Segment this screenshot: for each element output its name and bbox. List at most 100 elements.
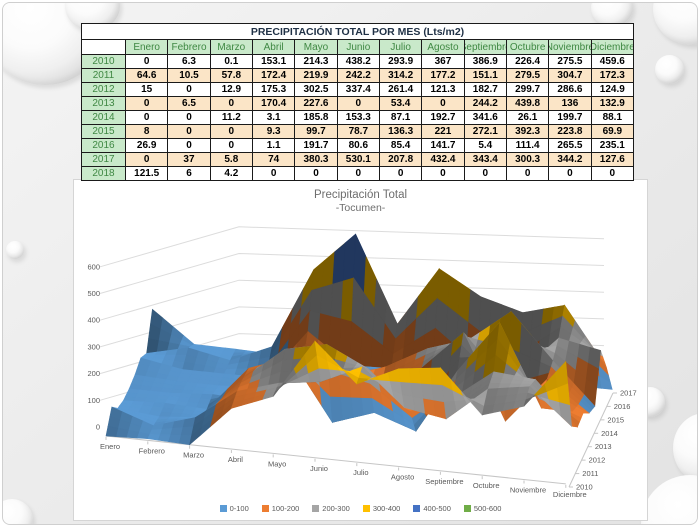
- x-axis-label: Noviembre: [510, 486, 546, 495]
- value-cell: 69.9: [590, 124, 635, 139]
- depth-axis-label: 2012: [589, 456, 606, 465]
- legend-label: 500-600: [473, 504, 502, 513]
- y-axis-tick-label: 500: [87, 289, 100, 298]
- depth-axis-line: [568, 392, 614, 488]
- value-cell: 279.5: [505, 68, 550, 83]
- value-cell: 227.6: [294, 96, 338, 111]
- value-cell: 141.7: [421, 138, 465, 153]
- value-cell: 432.4: [421, 152, 465, 167]
- value-cell: 265.5: [548, 138, 592, 153]
- value-cell: 0: [548, 166, 592, 181]
- legend-item: 500-600: [463, 504, 502, 513]
- value-cell: 11.2: [209, 110, 253, 125]
- month-header-cell: Noviembre: [548, 39, 592, 55]
- value-cell: 235.1: [590, 138, 635, 153]
- value-cell: 172.4: [251, 68, 296, 83]
- month-header-cell: Junio: [336, 39, 380, 55]
- surface-chart-svg: 0 100 200 300 400 500 600 Enero Febrero Marzo Abri…: [87, 226, 637, 499]
- depth-axis-label: 2017: [620, 389, 637, 398]
- value-cell: 380.3: [294, 152, 338, 167]
- value-cell: 219.9: [294, 68, 338, 83]
- depth-axis-label: 2010: [576, 483, 593, 492]
- y-axis-tick-label: 400: [87, 316, 100, 325]
- depth-axis-label: 2013: [595, 442, 612, 451]
- month-header-cell: Diciembre: [590, 39, 635, 55]
- value-cell: 439.8: [505, 96, 550, 111]
- value-cell: 0: [294, 166, 338, 181]
- table-title-row: PRECIPITACIÓN TOTAL POR MES (Lts/m2): [81, 23, 634, 40]
- value-cell: 0: [124, 152, 169, 167]
- year-cell: 2014: [81, 110, 126, 125]
- table-row: 2018 121.5 6 4.2 0 0 0 0 0 0 0 0 0: [81, 166, 635, 181]
- value-cell: 207.8: [378, 152, 423, 167]
- table-row: 2012 15 0 12.9 175.3 302.5 337.4 261.4 121.3 182.…: [81, 82, 635, 97]
- value-cell: 6.3: [167, 54, 211, 69]
- value-cell: 223.8: [548, 124, 592, 139]
- legend-swatch-icon: [219, 505, 227, 512]
- chart-title: Precipitación Total: [313, 189, 408, 201]
- value-cell: 177.2: [421, 68, 465, 83]
- depth-axis-label: 2011: [582, 469, 598, 478]
- value-cell: 302.5: [294, 82, 338, 97]
- value-cell: 8: [124, 124, 169, 139]
- legend-item: 100-200: [261, 504, 299, 513]
- year-cell: 2016: [81, 138, 126, 153]
- value-cell: 0: [124, 54, 169, 69]
- year-cell: 2013: [81, 96, 126, 111]
- surface-facet: [555, 360, 569, 388]
- table-header-row: Enero Febrero Marzo Abril Mayo Junio Julio Agos…: [81, 39, 635, 55]
- value-cell: 10.5: [167, 68, 211, 83]
- x-axis-label: Febrero: [139, 446, 165, 455]
- y-axis-tick-label: 600: [87, 262, 100, 271]
- value-cell: 6: [167, 166, 211, 181]
- value-cell: 261.4: [378, 82, 423, 97]
- year-cell: 2018: [81, 166, 126, 181]
- value-cell: 87.1: [378, 110, 423, 125]
- value-cell: 337.4: [336, 82, 380, 97]
- value-cell: 0: [336, 166, 380, 181]
- month-header-cell: Septiembre: [463, 39, 507, 55]
- value-cell: 0: [167, 82, 211, 97]
- value-cell: 127.6: [590, 152, 635, 167]
- value-cell: 272.1: [463, 124, 507, 139]
- value-cell: 304.7: [548, 68, 592, 83]
- x-axis-label: Enero: [100, 442, 120, 451]
- chart-legend: 0-100 100-200 200-300 300-400 400-500 500-600: [74, 504, 647, 513]
- value-cell: 151.1: [463, 68, 507, 83]
- year-cell: 2015: [81, 124, 126, 139]
- surface-facet: [454, 399, 468, 412]
- value-cell: 0: [590, 166, 635, 181]
- value-cell: 9.3: [251, 124, 296, 139]
- legend-label: 300-400: [372, 504, 401, 513]
- value-cell: 299.7: [505, 82, 550, 97]
- value-cell: 367: [421, 54, 465, 69]
- value-cell: 344.2: [548, 152, 592, 167]
- chart-panel: 0 100 200 300 400 500 600 Enero Febrero Marzo Abri…: [73, 179, 648, 521]
- value-cell: 64.6: [124, 68, 169, 83]
- value-cell: 121.3: [421, 82, 465, 97]
- gridline: [99, 279, 605, 321]
- value-cell: 37: [167, 152, 211, 167]
- value-cell: 242.2: [336, 68, 380, 83]
- legend-swatch-icon: [261, 505, 269, 512]
- value-cell: 26.1: [505, 110, 550, 125]
- value-cell: 3.1: [251, 110, 296, 125]
- value-cell: 199.7: [548, 110, 592, 125]
- value-cell: 185.8: [294, 110, 338, 125]
- value-cell: 53.4: [378, 96, 423, 111]
- surface-facet: [443, 400, 457, 420]
- surface-facet: [558, 401, 572, 427]
- year-cell: 2012: [81, 82, 126, 97]
- value-cell: 438.2: [336, 54, 380, 69]
- value-cell: 80.6: [336, 138, 380, 153]
- value-cell: 170.4: [251, 96, 296, 111]
- value-cell: 182.7: [463, 82, 507, 97]
- value-cell: 57.8: [209, 68, 253, 83]
- x-axis-label: Julio: [353, 468, 368, 477]
- value-cell: 78.7: [336, 124, 380, 139]
- x-axis-label: Marzo: [183, 451, 204, 460]
- x-axis-label: Octubre: [473, 481, 500, 490]
- value-cell: 0: [167, 124, 211, 139]
- value-cell: 136.3: [378, 124, 423, 139]
